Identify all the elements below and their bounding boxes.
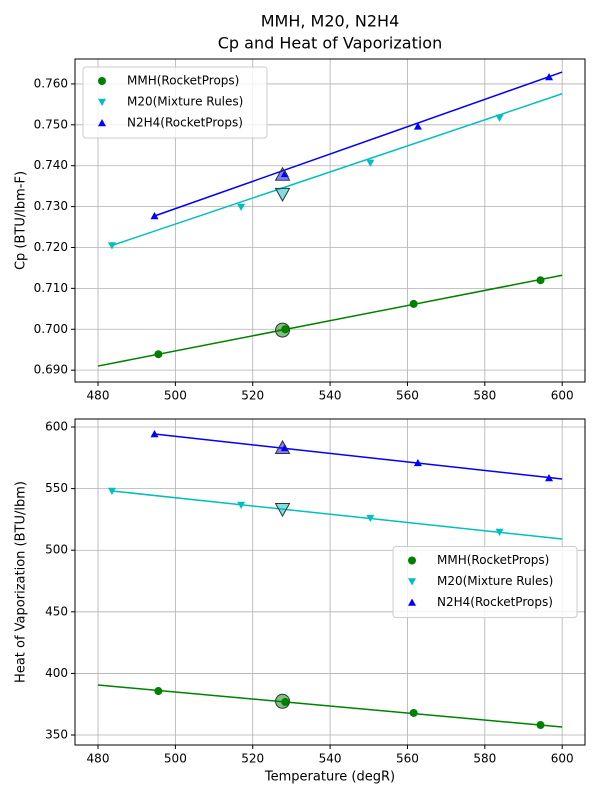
fit-line	[154, 71, 563, 217]
data-point	[154, 687, 163, 696]
highlight-point	[274, 439, 291, 455]
y-tick-label: 0.750	[34, 117, 68, 131]
y-axis-label: Cp (BTU/lbm-F)	[14, 171, 29, 270]
x-tick-label: 560	[396, 752, 419, 766]
x-tick-label: 540	[319, 389, 342, 403]
y-tick-label: 0.720	[34, 240, 68, 254]
y-tick-label: 0.710	[34, 281, 68, 295]
legend-label: MMH(RocketProps)	[127, 74, 239, 88]
x-tick-label: 480	[87, 752, 110, 766]
y-tick-label: 450	[45, 604, 68, 618]
x-tick-label: 520	[241, 389, 264, 403]
highlight-point	[274, 166, 291, 181]
x-tick-label: 500	[164, 389, 187, 403]
legend-box	[392, 546, 578, 618]
x-tick-label: 580	[473, 389, 496, 403]
plot-frame	[74, 58, 586, 383]
data-point	[545, 72, 554, 81]
fit-line	[97, 274, 563, 367]
legend-marker	[408, 556, 416, 565]
legend-label: N2H4(RocketProps)	[437, 595, 553, 609]
data-point	[107, 242, 116, 250]
legend-marker	[98, 98, 106, 106]
fit-line	[111, 490, 563, 540]
x-axis-label: Temperature (degR)	[264, 770, 395, 785]
data-point	[366, 514, 375, 523]
y-tick-label: 0.760	[34, 76, 68, 90]
legend-label: M20(Mixture Rules)	[437, 574, 553, 588]
legend-marker	[408, 598, 416, 606]
y-tick-label: 550	[45, 481, 68, 495]
legend-marker	[98, 119, 106, 127]
x-tick-label: 560	[396, 389, 419, 403]
data-point	[536, 721, 545, 730]
fit-line	[154, 433, 563, 480]
y-tick-label: 400	[45, 666, 68, 680]
data-point	[413, 458, 422, 467]
highlight-point	[275, 693, 291, 709]
data-point	[366, 159, 375, 167]
highlight-point	[274, 187, 291, 202]
y-tick-label: 600	[45, 420, 68, 434]
chart-title: MMH, M20, N2H4	[261, 12, 400, 31]
y-tick-label: 0.730	[34, 199, 68, 213]
x-tick-label: 580	[473, 752, 496, 766]
y-tick-label: 0.700	[34, 322, 68, 336]
y-tick-label: 350	[45, 728, 68, 742]
data-point	[150, 212, 159, 220]
highlight-point	[275, 322, 291, 338]
legend-marker	[408, 578, 416, 586]
data-point	[237, 203, 246, 212]
data-point	[107, 487, 116, 495]
legend-label: MMH(RocketProps)	[437, 553, 549, 567]
x-tick-label: 540	[319, 752, 342, 766]
data-point	[237, 501, 246, 509]
x-tick-label: 520	[241, 752, 264, 766]
data-point	[413, 122, 422, 130]
x-tick-label: 600	[551, 752, 574, 766]
data-point	[409, 299, 418, 308]
chart-subtitle: Cp and Heat of Vaporization	[218, 34, 442, 53]
data-point	[150, 430, 159, 438]
y-tick-label: 0.740	[34, 158, 68, 172]
data-point	[536, 276, 545, 285]
legend-marker	[98, 77, 106, 85]
data-point	[495, 528, 504, 536]
y-axis-label: Heat of Vaporization (BTU/lbm)	[14, 481, 29, 683]
legend-box	[82, 66, 268, 139]
plot-frame	[74, 418, 586, 746]
y-tick-label: 500	[45, 543, 68, 557]
x-tick-label: 500	[164, 752, 187, 766]
y-tick-label: 0.690	[34, 363, 68, 377]
fit-line	[111, 93, 563, 247]
data-point	[154, 350, 163, 359]
legend-label: M20(Mixture Rules)	[127, 95, 243, 109]
data-point	[495, 114, 504, 122]
highlight-point	[274, 502, 291, 518]
fit-line	[97, 684, 563, 728]
data-point	[545, 474, 554, 482]
legend-label: N2H4(RocketProps)	[127, 116, 243, 130]
data-point	[409, 708, 418, 717]
x-tick-label: 480	[87, 389, 110, 403]
x-tick-label: 600	[551, 389, 574, 403]
